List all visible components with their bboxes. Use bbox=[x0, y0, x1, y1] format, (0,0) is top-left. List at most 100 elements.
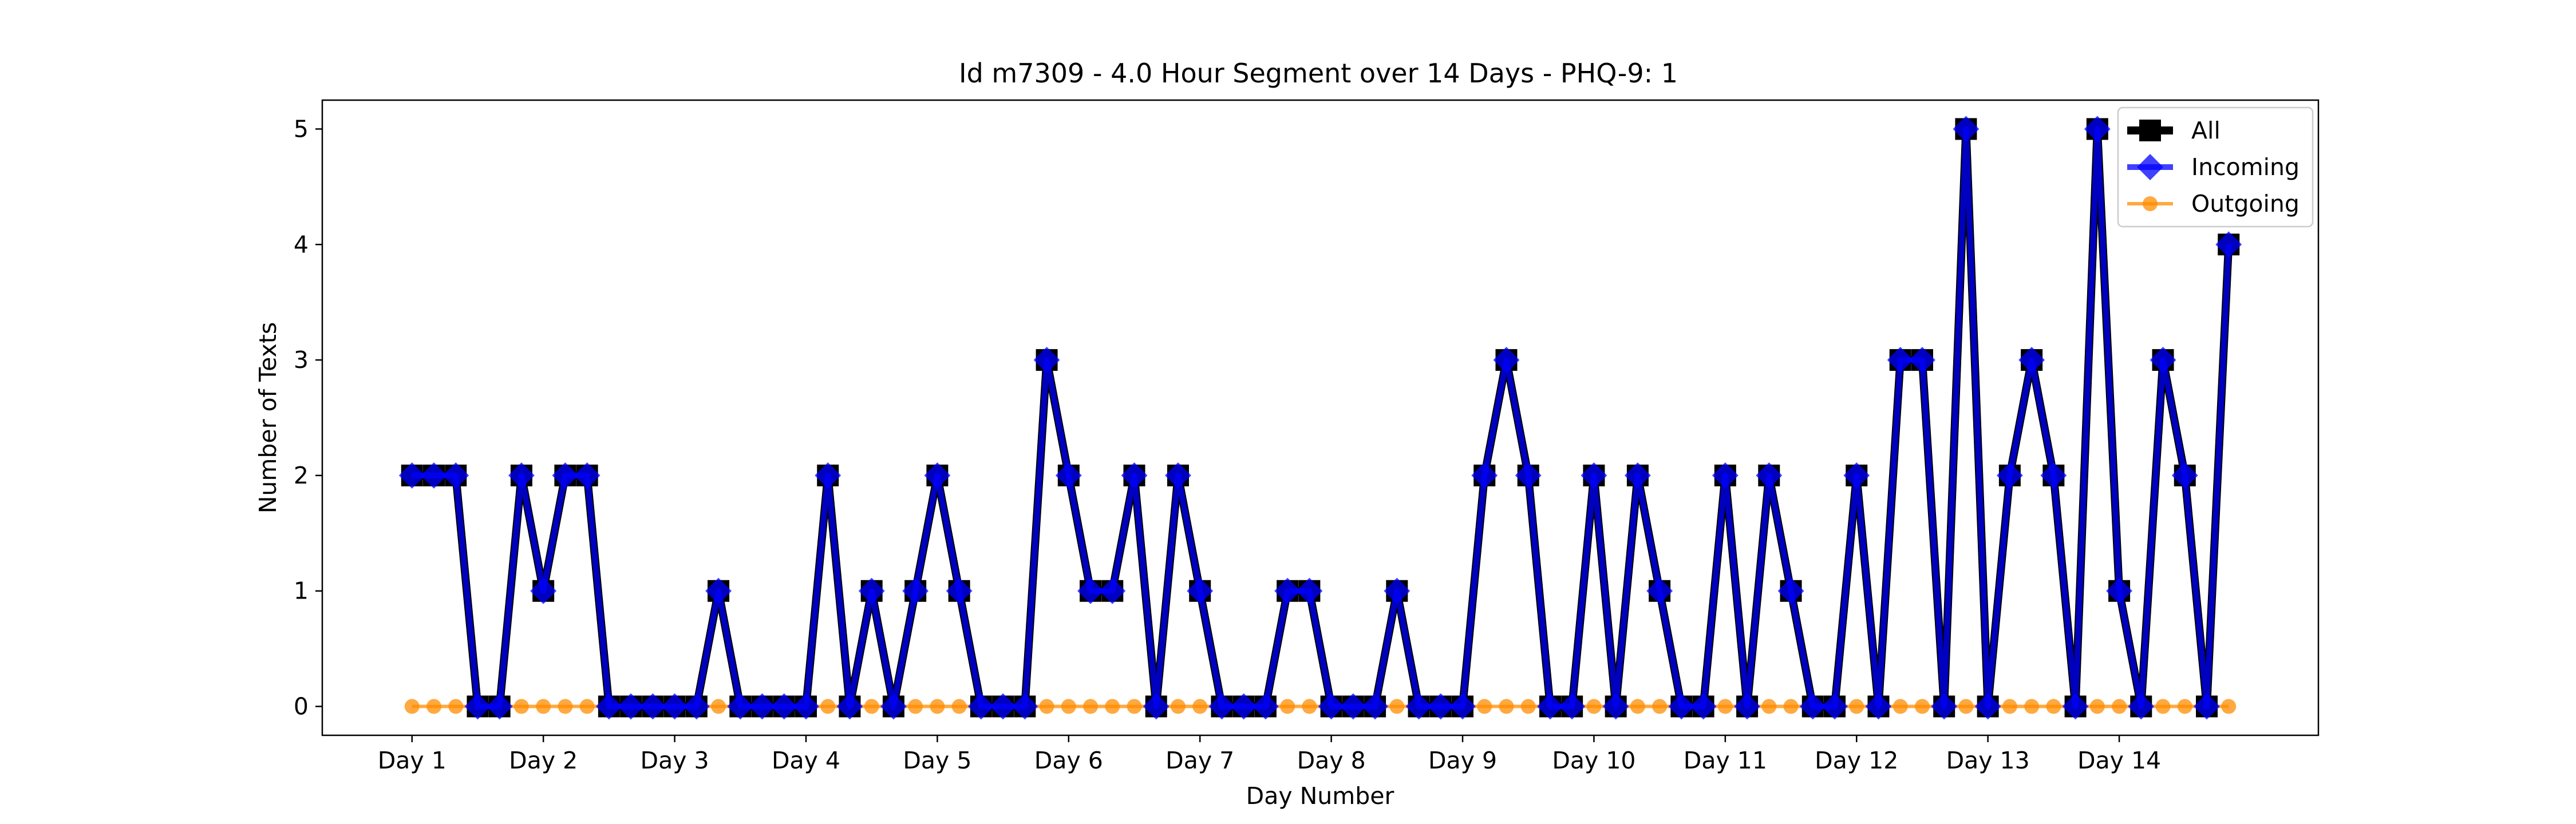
data-point-outgoing bbox=[951, 699, 967, 714]
data-point-outgoing bbox=[2177, 699, 2192, 714]
data-point-outgoing bbox=[1039, 699, 1054, 714]
data-point-incoming bbox=[1252, 693, 1279, 720]
y-tick-label: 2 bbox=[294, 462, 309, 489]
data-point-incoming bbox=[398, 462, 425, 489]
x-tick-label: Day 9 bbox=[1428, 747, 1497, 774]
data-point-incoming bbox=[1318, 693, 1345, 720]
data-point-incoming bbox=[1996, 462, 2023, 489]
data-point-incoming bbox=[1296, 577, 1323, 604]
x-tick-label: Day 12 bbox=[1815, 747, 1898, 774]
data-point-incoming bbox=[946, 577, 973, 604]
x-tick-label: Day 5 bbox=[903, 747, 971, 774]
data-point-incoming bbox=[1427, 693, 1454, 720]
data-point-incoming bbox=[1537, 693, 1563, 720]
data-point-incoming bbox=[1077, 577, 1104, 604]
data-point-incoming bbox=[508, 462, 535, 489]
data-point-outgoing bbox=[1893, 699, 1908, 714]
data-point-incoming bbox=[2106, 577, 2133, 604]
y-tick-label: 0 bbox=[294, 693, 309, 720]
data-point-outgoing bbox=[1586, 699, 1602, 714]
data-point-incoming bbox=[990, 693, 1017, 720]
data-point-incoming bbox=[2018, 347, 2045, 374]
data-point-incoming bbox=[1449, 693, 1476, 720]
data-point-incoming bbox=[1384, 577, 1411, 604]
data-point-incoming bbox=[1230, 693, 1257, 720]
data-point-incoming bbox=[1581, 462, 1607, 489]
data-point-incoming bbox=[1865, 693, 1892, 720]
data-point-outgoing bbox=[1630, 699, 1645, 714]
data-point-outgoing bbox=[1717, 699, 1733, 714]
data-point-incoming bbox=[1887, 347, 1914, 374]
data-point-outgoing bbox=[2221, 699, 2237, 714]
data-point-incoming bbox=[552, 462, 579, 489]
data-point-outgoing bbox=[2112, 699, 2127, 714]
data-point-incoming bbox=[2084, 116, 2111, 142]
x-tick-label: Day 2 bbox=[509, 747, 578, 774]
data-point-incoming bbox=[2040, 462, 2067, 489]
legend-box bbox=[2117, 106, 2314, 228]
data-point-incoming bbox=[815, 462, 841, 489]
data-point-incoming bbox=[595, 693, 622, 720]
data-point-incoming bbox=[574, 462, 600, 489]
data-point-outgoing bbox=[1914, 699, 1930, 714]
data-point-incoming bbox=[1274, 577, 1301, 604]
chart-title: Id m7309 - 4.0 Hour Segment over 14 Days… bbox=[959, 58, 1678, 89]
plot-frame bbox=[321, 99, 2320, 736]
data-point-incoming bbox=[1843, 462, 1870, 489]
data-point-incoming bbox=[486, 693, 513, 720]
data-point-incoming bbox=[1559, 693, 1586, 720]
data-point-incoming bbox=[1493, 347, 1520, 374]
data-point-outgoing bbox=[1280, 699, 1295, 714]
data-point-incoming bbox=[1143, 693, 1170, 720]
data-point-incoming bbox=[771, 693, 797, 720]
data-point-outgoing bbox=[1477, 699, 1492, 714]
data-point-incoming bbox=[727, 693, 754, 720]
x-tick-label: Day 3 bbox=[641, 747, 709, 774]
data-point-outgoing bbox=[1061, 699, 1076, 714]
data-point-incoming bbox=[1187, 577, 1214, 604]
data-point-incoming bbox=[1712, 462, 1739, 489]
legend-item-all: All bbox=[2127, 117, 2221, 144]
data-point-incoming bbox=[858, 577, 885, 604]
x-tick-label: Day 14 bbox=[2077, 747, 2161, 774]
data-point-incoming bbox=[2150, 347, 2176, 374]
data-point-incoming bbox=[1165, 462, 1191, 489]
data-point-incoming bbox=[793, 693, 819, 720]
data-point-incoming bbox=[967, 693, 994, 720]
data-point-incoming bbox=[749, 693, 776, 720]
data-point-outgoing bbox=[1499, 699, 1514, 714]
data-point-incoming bbox=[2128, 693, 2155, 720]
x-tick-label: Day 6 bbox=[1034, 747, 1103, 774]
data-point-outgoing bbox=[930, 699, 945, 714]
data-point-incoming bbox=[2062, 693, 2089, 720]
data-point-outgoing bbox=[1302, 699, 1317, 714]
data-point-outgoing bbox=[1389, 699, 1405, 714]
y-axis: 0 1 2 3 4 5 bbox=[294, 115, 322, 720]
data-point-incoming bbox=[1208, 693, 1235, 720]
data-point-incoming bbox=[1822, 693, 1848, 720]
legend-marker bbox=[2137, 154, 2163, 180]
x-tick-label: Day 4 bbox=[772, 747, 840, 774]
data-point-incoming bbox=[1121, 462, 1148, 489]
legend-item-outgoing: Outgoing bbox=[2127, 190, 2300, 217]
data-point-incoming bbox=[1602, 693, 1629, 720]
data-point-incoming bbox=[1799, 693, 1826, 720]
data-point-incoming bbox=[442, 462, 469, 489]
x-axis-label: Day Number bbox=[1246, 782, 1394, 810]
data-point-outgoing bbox=[579, 699, 595, 714]
data-point-incoming bbox=[421, 462, 447, 489]
data-point-incoming bbox=[1756, 462, 1783, 489]
data-point-outgoing bbox=[536, 699, 551, 714]
data-point-outgoing bbox=[404, 699, 420, 714]
legend-label: Incoming bbox=[2191, 153, 2300, 181]
data-point-incoming bbox=[705, 577, 732, 604]
x-tick-label: Day 8 bbox=[1297, 747, 1366, 774]
x-tick-label: Day 7 bbox=[1165, 747, 1234, 774]
data-point-incoming bbox=[1974, 693, 2001, 720]
data-point-incoming bbox=[1405, 693, 1432, 720]
y-tick-label: 3 bbox=[294, 346, 309, 374]
data-point-incoming bbox=[2194, 693, 2220, 720]
legend-item-incoming: Incoming bbox=[2127, 153, 2300, 181]
data-point-outgoing bbox=[426, 699, 441, 714]
